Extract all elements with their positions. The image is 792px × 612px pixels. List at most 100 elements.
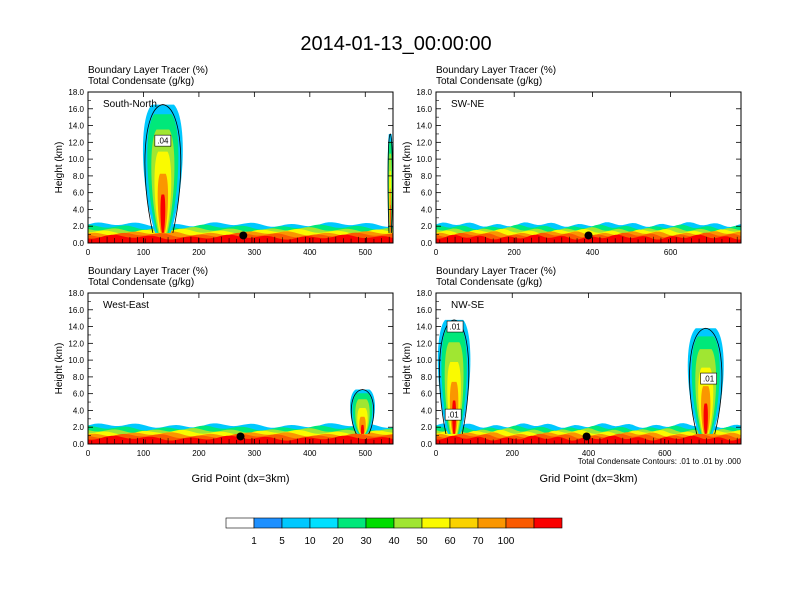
y-tick-label: 0.0 bbox=[73, 239, 85, 248]
field-label-tracer: Boundary Layer Tracer (%) bbox=[88, 65, 208, 76]
x-tick-label: 500 bbox=[359, 449, 373, 458]
y-tick-label: 14.0 bbox=[416, 323, 432, 332]
panel-sw-ne: Boundary Layer Tracer (%)Total Condensat… bbox=[402, 65, 742, 257]
y-tick-label: 12.0 bbox=[68, 339, 84, 348]
x-tick-label: 0 bbox=[86, 248, 91, 257]
y-axis: 0.0 2.0 4.0 6.0 8.0 10.0 12.0 14.0 16.0 18.0 bbox=[68, 289, 393, 449]
y-tick-label: 4.0 bbox=[73, 205, 85, 214]
colorbar-swatch bbox=[449, 517, 479, 529]
y-tick-label: 14.0 bbox=[416, 122, 432, 131]
y-tick-label: 12.0 bbox=[68, 138, 84, 147]
plot-background bbox=[88, 92, 393, 243]
plot-area: .04 bbox=[88, 92, 393, 243]
x-tick-label: 600 bbox=[664, 248, 678, 257]
y-axis: 0.0 2.0 4.0 6.0 8.0 10.0 12.0 14.0 16.0 18.0 bbox=[68, 88, 393, 248]
y-tick-label: 8.0 bbox=[421, 172, 433, 181]
y-tick-label: 8.0 bbox=[73, 172, 85, 181]
x-tick-label: 200 bbox=[192, 248, 206, 257]
y-tick-label: 16.0 bbox=[68, 105, 84, 114]
field-label-tracer: Boundary Layer Tracer (%) bbox=[436, 266, 556, 277]
y-tick-label: 16.0 bbox=[416, 306, 432, 315]
condensate-contour bbox=[350, 389, 375, 435]
location-marker bbox=[584, 231, 593, 240]
plume-shade bbox=[160, 194, 166, 233]
y-tick-label: 18.0 bbox=[68, 289, 84, 298]
y-tick-label: 2.0 bbox=[73, 222, 85, 231]
y-tick-label: 16.0 bbox=[68, 306, 84, 315]
y-tick-label: 0.0 bbox=[421, 239, 433, 248]
condensate-contour bbox=[689, 327, 723, 435]
y-tick-label: 18.0 bbox=[68, 88, 84, 97]
location-marker bbox=[582, 432, 591, 441]
x-tick-label: 400 bbox=[303, 248, 317, 257]
plume-shade bbox=[361, 424, 364, 435]
panel-south-north: Boundary Layer Tracer (%)Total Condensat… bbox=[54, 65, 394, 257]
x-tick-label: 100 bbox=[137, 248, 151, 257]
x-axis: 0 200 400 600 bbox=[434, 293, 672, 458]
contour-label: .04 bbox=[157, 137, 169, 146]
field-label-tracer: Boundary Layer Tracer (%) bbox=[88, 266, 208, 277]
field-label-tracer: Boundary Layer Tracer (%) bbox=[436, 65, 556, 76]
colorbar-swatch bbox=[365, 517, 395, 529]
y-tick-label: 0.0 bbox=[421, 440, 433, 449]
x-tick-label: 400 bbox=[303, 449, 317, 458]
plume bbox=[437, 319, 471, 435]
y-tick-label: 4.0 bbox=[421, 406, 433, 415]
contour-label-box bbox=[444, 408, 462, 421]
contour-label: .01 bbox=[450, 323, 462, 332]
colorbar-swatch bbox=[393, 517, 423, 529]
panel-west-east: Boundary Layer Tracer (%)Total Condensat… bbox=[54, 266, 394, 485]
colorbar-swatch bbox=[309, 517, 339, 529]
condensate-contour bbox=[387, 133, 393, 233]
y-axis-label: Height (km) bbox=[402, 142, 413, 194]
colorbar-swatch bbox=[337, 517, 367, 529]
panels: Boundary Layer Tracer (%)Total Condensat… bbox=[54, 65, 742, 485]
colorbar-swatch bbox=[477, 517, 507, 529]
colorbar-swatch bbox=[505, 517, 535, 529]
y-tick-label: 6.0 bbox=[73, 390, 85, 399]
contour-footnote: Total Condensate Contours: .01 to .01 by… bbox=[578, 457, 742, 466]
y-tick-label: 4.0 bbox=[73, 406, 85, 415]
plume bbox=[142, 104, 183, 234]
y-axis-label: Height (km) bbox=[54, 142, 65, 194]
field-label-condensate: Total Condensate (g/kg) bbox=[436, 277, 542, 288]
y-tick-label: 2.0 bbox=[421, 423, 433, 432]
x-axis-label: Grid Point (dx=3km) bbox=[539, 473, 637, 485]
y-tick-label: 4.0 bbox=[421, 205, 433, 214]
figure-title: 2014-01-13_00:00:00 bbox=[300, 33, 491, 55]
x-axis-label: Grid Point (dx=3km) bbox=[191, 473, 289, 485]
panel-nw-se: Boundary Layer Tracer (%)Total Condensat… bbox=[402, 266, 742, 485]
ground-contours bbox=[91, 437, 390, 444]
colorbar-label: 100 bbox=[498, 536, 515, 547]
x-tick-label: 200 bbox=[508, 248, 522, 257]
plume-shade bbox=[703, 403, 708, 434]
colorbar-swatch bbox=[421, 517, 451, 529]
plot-area bbox=[436, 92, 741, 243]
colorbar-label: 50 bbox=[416, 536, 428, 547]
y-tick-label: 2.0 bbox=[73, 423, 85, 432]
x-axis: 0 200 400 600 bbox=[434, 92, 678, 257]
y-tick-label: 12.0 bbox=[416, 138, 432, 147]
y-axis-label: Height (km) bbox=[402, 343, 413, 395]
x-tick-label: 500 bbox=[359, 248, 373, 257]
y-tick-label: 12.0 bbox=[416, 339, 432, 348]
y-tick-label: 2.0 bbox=[421, 222, 433, 231]
y-tick-label: 10.0 bbox=[68, 356, 84, 365]
condensate-contour bbox=[144, 104, 182, 234]
colorbar-label: 40 bbox=[388, 536, 400, 547]
colorbar-swatch bbox=[281, 517, 311, 529]
plot-background bbox=[436, 92, 741, 243]
y-tick-label: 8.0 bbox=[73, 373, 85, 382]
ground-contours bbox=[439, 236, 738, 243]
y-tick-label: 14.0 bbox=[68, 323, 84, 332]
plume bbox=[350, 389, 375, 435]
y-tick-label: 14.0 bbox=[68, 122, 84, 131]
y-tick-label: 10.0 bbox=[416, 356, 432, 365]
x-tick-label: 0 bbox=[434, 248, 439, 257]
y-axis-label: Height (km) bbox=[54, 343, 65, 395]
x-tick-label: 300 bbox=[248, 449, 262, 458]
panel-title: SW-NE bbox=[451, 99, 484, 110]
panel-title: West-East bbox=[103, 300, 149, 311]
x-tick-label: 400 bbox=[586, 248, 600, 257]
